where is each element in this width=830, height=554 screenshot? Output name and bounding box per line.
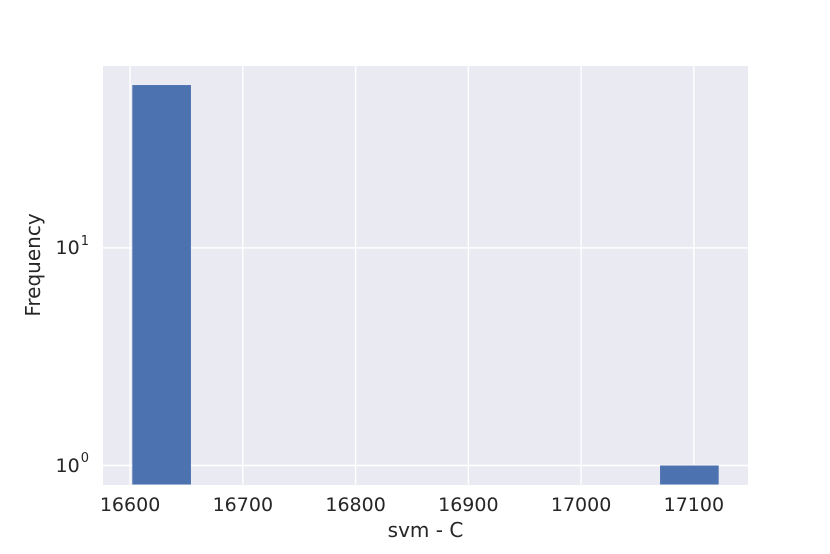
y-tick-label: 100 [55,451,89,477]
x-tick-label: 17100 [663,493,725,516]
y-tick-label: 101 [55,233,89,259]
plot-area [103,66,748,485]
x-tick-label: 16800 [325,493,386,516]
x-tick-label: 16900 [438,493,499,516]
x-axis-label: svm - C [387,517,464,542]
histogram-bar [660,465,719,485]
x-tick-label: 16600 [99,493,161,516]
y-axis-label: Frequency [21,213,45,317]
x-tick-label: 17000 [550,493,612,516]
x-tick-label: 16700 [212,493,274,516]
histogram-bar [132,85,191,485]
